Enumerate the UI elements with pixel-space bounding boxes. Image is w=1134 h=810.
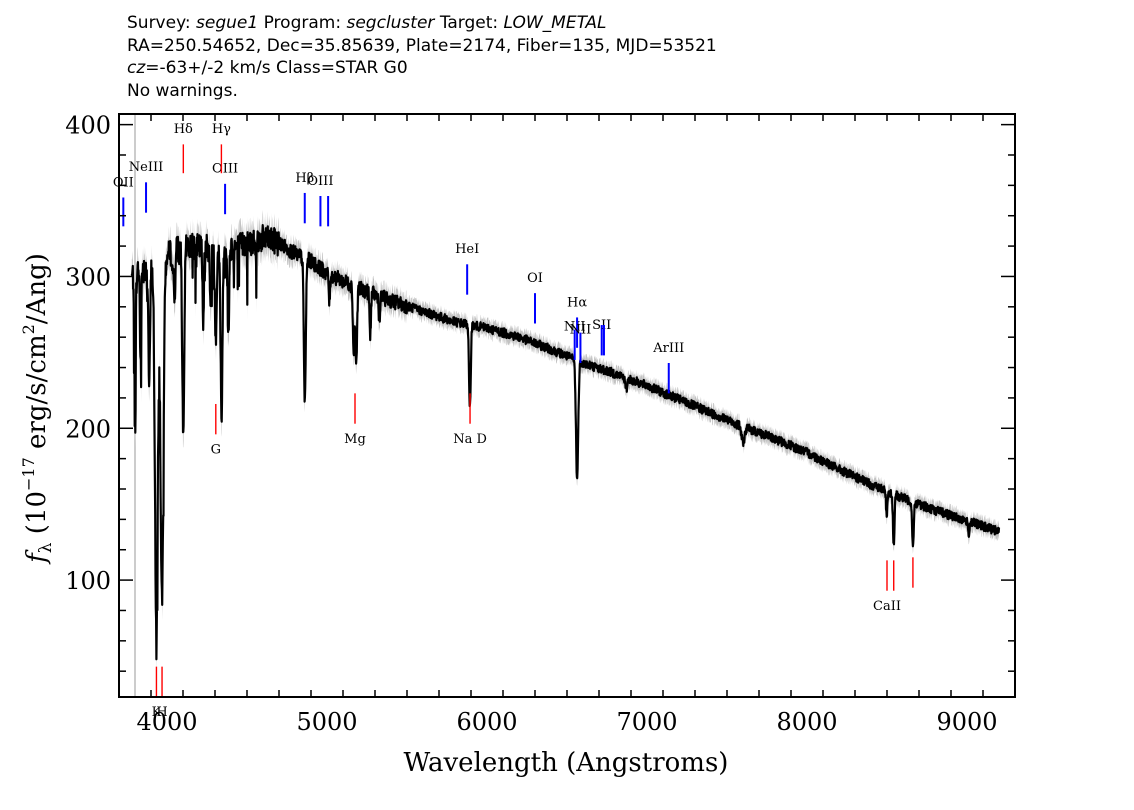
x-tick-label: 4000 (136, 708, 197, 736)
warnings-line: No warnings. (127, 80, 238, 101)
spectrum-line (130, 224, 1001, 661)
survey-line: Survey: segue1 Program: segcluster Targe… (127, 12, 717, 35)
redshift-line: cz=-63+/-2 km/s Class=STAR G0 (127, 57, 717, 80)
y-tick-label: 300 (65, 263, 111, 291)
emission-line-label: HeI (455, 242, 479, 257)
emission-line-label: OIII (307, 174, 333, 189)
y-axis-title-exp2: 2 (19, 324, 38, 334)
emission-line-label: Hβ (295, 171, 314, 186)
y-tick-label: 200 (65, 415, 111, 443)
absorption-line-label: Na D (453, 432, 487, 447)
survey-value: segue1 (196, 13, 259, 33)
x-tick-label: 5000 (296, 708, 357, 736)
survey-label: Survey: (127, 13, 191, 33)
y-tick-label: 400 (65, 112, 111, 140)
y-axis-title: fλ (10−17 erg/s/cm2/Ang) (19, 253, 56, 565)
emission-line-label: NeIII (129, 160, 163, 175)
y-axis-title-sub: λ (36, 542, 56, 553)
emission-line-label: NII (570, 323, 592, 338)
emission-line-label: OIII (212, 162, 238, 177)
x-axis-title: Wavelength (Angstroms) (404, 748, 729, 778)
spectrum-header: Survey: segue1 Program: segcluster Targe… (127, 12, 717, 102)
target-value: LOW_METAL (503, 13, 607, 33)
x-tick-label: 6000 (456, 708, 517, 736)
axes-layer: 4000 5000 6000 7000 8000 9000 100 200 300 400 (65, 112, 1016, 736)
emission-line-label: OI (527, 271, 543, 286)
x-tick-label: 8000 (776, 708, 837, 736)
emission-line-label: NII (564, 320, 586, 335)
coordinates-line: RA=250.54652, Dec=35.85639, Plate=2174, … (127, 35, 717, 56)
plot-background (119, 114, 1015, 697)
class-text: Class=STAR G0 (276, 58, 408, 78)
emission-line-label: SII (592, 318, 611, 333)
emission-line-label: Hα (567, 295, 587, 310)
y-axis-title-pre: (10 (22, 491, 52, 543)
x-tick-label: 9000 (936, 708, 997, 736)
absorption-line-label: Mg (344, 432, 366, 447)
spectrum-plot-area (119, 114, 1015, 697)
absorption-line-label: K (152, 705, 162, 720)
absorption-line-label: G (211, 443, 221, 458)
y-axis-title-mid: erg/s/cm (22, 334, 52, 457)
x-tick-label: 7000 (616, 708, 677, 736)
target-label: Target: (439, 13, 499, 33)
cz-value: =-63+/-2 km/s (145, 58, 271, 78)
absorption-line-label: CaII (873, 599, 901, 614)
program-label: Program: (263, 13, 342, 33)
y-tick-label: 100 (65, 567, 111, 595)
absorption-line-label: H (156, 705, 167, 720)
emission-line-label: ArIII (652, 341, 684, 356)
spectrum-layer (130, 224, 1001, 661)
y-axis-title-post: /Ang) (22, 253, 52, 324)
program-value: segcluster (346, 13, 435, 33)
emission-line-label: OII (113, 175, 134, 190)
y-axis-title-exp1: −17 (19, 457, 38, 491)
absorption-line-label: Hγ (212, 122, 231, 137)
absorption-line-label: Hδ (174, 122, 193, 137)
cz-label: cz (127, 58, 146, 78)
